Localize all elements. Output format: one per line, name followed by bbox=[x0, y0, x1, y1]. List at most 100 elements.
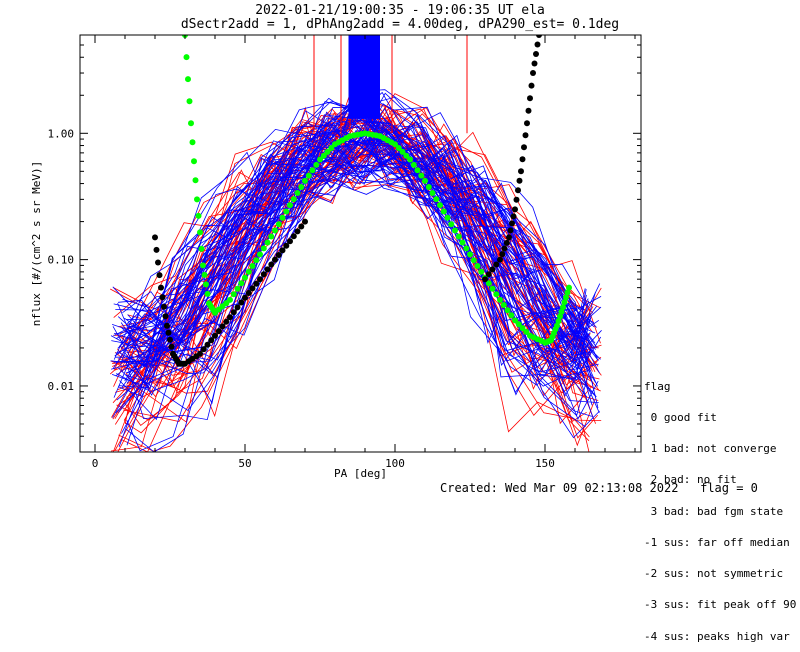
fit-point-green bbox=[455, 233, 462, 240]
fit-point-black bbox=[283, 242, 290, 249]
fit-point-black bbox=[525, 107, 532, 114]
plot-frame bbox=[79, 34, 642, 453]
x-axis-label: PA [deg] bbox=[334, 467, 387, 480]
fit-point-green bbox=[283, 208, 290, 215]
fit-point-green bbox=[459, 239, 466, 246]
fit-point-green bbox=[552, 326, 559, 333]
fit-point-green bbox=[493, 291, 500, 298]
fit-point-black bbox=[510, 213, 517, 220]
fit-point-green bbox=[189, 139, 196, 146]
fit-point-black bbox=[279, 247, 286, 254]
fit-point-green bbox=[474, 263, 481, 269]
fit-point-green bbox=[512, 317, 518, 324]
fit-point-green bbox=[418, 172, 425, 179]
fit-point-green bbox=[324, 148, 331, 155]
fit-point-green bbox=[452, 227, 458, 234]
fit-point-black bbox=[507, 227, 514, 234]
fit-point-black bbox=[152, 234, 158, 241]
fit-point-black bbox=[275, 252, 282, 258]
fit-point-green bbox=[260, 245, 267, 252]
fit-point-green bbox=[395, 145, 402, 151]
fit-point-green bbox=[546, 337, 553, 344]
fit-point-green bbox=[298, 184, 305, 190]
y-tick-label: 0.10 bbox=[48, 254, 75, 267]
fit-point-green bbox=[561, 299, 568, 306]
fit-point-black bbox=[503, 239, 510, 246]
data-trace bbox=[117, 118, 590, 452]
fit-point-black bbox=[513, 196, 520, 203]
fit-point-green bbox=[485, 280, 492, 287]
fit-point-green bbox=[343, 135, 350, 142]
fit-point-green bbox=[504, 307, 511, 314]
fit-point-black bbox=[223, 318, 230, 325]
fit-point-black bbox=[227, 314, 233, 321]
fit-curves bbox=[152, 35, 572, 367]
fit-point-black bbox=[501, 245, 508, 252]
legend-entry: -4 sus: peaks high var bbox=[644, 629, 790, 643]
fit-point-black bbox=[512, 206, 518, 213]
legend-entry: -2 sus: not symmetric bbox=[644, 567, 784, 581]
data-trace bbox=[119, 120, 590, 391]
fit-point-green bbox=[422, 177, 428, 184]
fit-point-green bbox=[275, 221, 282, 228]
fit-point-black bbox=[168, 343, 175, 350]
data-trace bbox=[112, 128, 595, 369]
fit-point-green bbox=[279, 214, 286, 221]
fit-point-green bbox=[497, 296, 503, 303]
fit-point-green bbox=[197, 229, 203, 236]
fit-point-green bbox=[414, 167, 421, 174]
fit-point-green bbox=[272, 227, 278, 234]
fit-point-green bbox=[410, 161, 417, 168]
fit-point-black bbox=[530, 70, 536, 76]
fit-point-black bbox=[268, 261, 275, 268]
fit-point-green bbox=[223, 300, 230, 307]
fit-point-black bbox=[536, 35, 542, 38]
fit-point-black bbox=[158, 284, 164, 291]
fit-point-green bbox=[478, 268, 485, 275]
fit-point-green bbox=[538, 337, 545, 344]
data-trace bbox=[114, 145, 585, 451]
footer-created: Created: Wed Mar 09 02:13:08 2022 flag =… bbox=[440, 481, 758, 495]
fit-point-black bbox=[156, 272, 163, 279]
fit-point-black bbox=[290, 233, 297, 240]
fit-point-black bbox=[528, 82, 535, 89]
fit-point-green bbox=[198, 245, 205, 252]
fit-point-black bbox=[515, 187, 521, 194]
fit-point-green bbox=[264, 239, 271, 246]
fit-point-black bbox=[212, 332, 218, 339]
fit-point-black bbox=[497, 256, 503, 263]
fit-point-green bbox=[358, 131, 365, 137]
fit-point-black bbox=[499, 251, 506, 258]
fit-point-black bbox=[485, 271, 492, 278]
fit-point-green bbox=[183, 54, 190, 61]
fit-point-black bbox=[264, 266, 271, 273]
fit-point-black bbox=[193, 353, 200, 360]
fit-point-green bbox=[523, 328, 530, 335]
data-trace bbox=[111, 146, 587, 350]
flag-value: flag = 0 bbox=[700, 481, 758, 495]
fit-point-black bbox=[518, 168, 524, 175]
fit-point-black bbox=[200, 346, 207, 353]
fit-point-black bbox=[531, 60, 538, 67]
fit-point-black bbox=[180, 360, 187, 367]
fit-point-black bbox=[230, 309, 237, 316]
fit-point-black bbox=[482, 276, 488, 283]
data-trace bbox=[124, 153, 601, 382]
fit-point-black bbox=[287, 238, 293, 245]
y-tick-label: 1.00 bbox=[48, 127, 75, 140]
fit-point-black bbox=[245, 290, 252, 296]
fit-point-black bbox=[260, 271, 267, 278]
fit-point-green bbox=[467, 251, 473, 258]
axes: 0 50 100 150 0.01 0.10 1.00 PA [deg] nflux [#/(c… bbox=[30, 34, 642, 480]
fit-point-green bbox=[234, 285, 241, 292]
fit-point-green bbox=[328, 145, 335, 151]
fit-point-green bbox=[188, 120, 194, 127]
fit-point-green bbox=[253, 257, 260, 264]
fit-point-green bbox=[192, 177, 199, 184]
fit-point-green bbox=[320, 152, 327, 159]
fit-point-green bbox=[448, 221, 455, 228]
legend-entry: 3 bad: bad fgm state bbox=[644, 504, 784, 518]
fit-point-green bbox=[437, 202, 443, 209]
fit-point-green bbox=[399, 148, 406, 155]
legend-entry: 0 good fit bbox=[644, 411, 717, 425]
